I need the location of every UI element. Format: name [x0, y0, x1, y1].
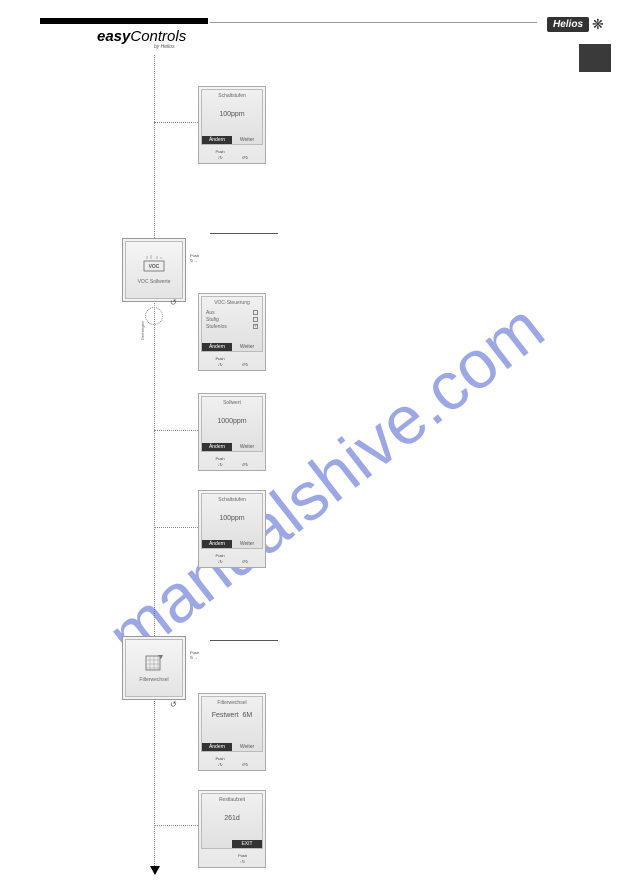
foot-andern: Ändern	[202, 343, 232, 351]
screen-voc-steuerung: VOC-Steuerung Aus Stufig Stufenlos Änder…	[198, 293, 266, 371]
push-icon: Push↻→	[190, 650, 199, 660]
push-knob-icon: Push↓↻	[216, 756, 225, 767]
svg-text:manualshive.com: manualshive.com	[94, 289, 558, 675]
screen-title: Schaltstufen	[202, 494, 262, 503]
connector	[154, 527, 198, 528]
screen-filterwechsel: Filterwechsel Festwert 6M Ändern Weiter …	[198, 693, 266, 771]
dial-loop	[145, 307, 163, 325]
gear-icon: ❋	[592, 16, 604, 33]
section-divider	[210, 233, 278, 234]
connector	[154, 430, 198, 431]
blank	[217, 853, 218, 864]
push-knob-icon: Push↓↻	[216, 456, 225, 467]
push-knob-icon: Push↓↻	[216, 356, 225, 367]
turn-knob-icon: ↺↻	[242, 149, 249, 160]
screen-sollwert: Sollwert 1000ppm Ändern Weiter Push↓↻ ↺↻	[198, 393, 266, 471]
screen-value: Festwert 6M	[202, 706, 262, 719]
turn-knob-icon: ↺↻	[242, 456, 249, 467]
screen-title: Restlaufzeit	[202, 794, 262, 803]
push-knob-icon: Push↓↻	[216, 149, 225, 160]
menu-filter-caption: Filterwechsel	[139, 677, 168, 683]
foot-weiter: Weiter	[232, 136, 262, 144]
screen-options: Aus Stufig Stufenlos	[202, 306, 262, 331]
connector	[154, 825, 198, 826]
menu-filter: Filterwechsel	[122, 636, 186, 700]
screen-value: 100ppm	[202, 503, 262, 522]
section-divider	[210, 640, 278, 641]
push-knob-icon: Push↓↻	[238, 853, 247, 864]
screen-schaltstufen-2: Schaltstufen 100ppm Ändern Weiter Push↓↻…	[198, 490, 266, 568]
screen-restlaufzeit: Restlaufzeit 261d EXIT Push↓↻	[198, 790, 266, 868]
push-icon: Push↻→	[190, 253, 199, 263]
flow-spine	[154, 55, 155, 870]
menu-voc-caption: VOC Sollwerte	[138, 279, 171, 285]
screen-title: VOC-Steuerung	[202, 297, 262, 306]
helios-logo: Helios ❋	[547, 15, 611, 33]
voc-icon: VOC	[143, 255, 165, 275]
turn-icon: ↺	[170, 700, 177, 709]
logo-text: Helios	[547, 17, 589, 32]
foot-andern: Ändern	[202, 443, 232, 451]
foot-weiter: Weiter	[232, 343, 262, 351]
screen-title: Sollwert	[202, 397, 262, 406]
header-rule	[210, 22, 537, 23]
brand: easyControls	[97, 28, 186, 45]
foot-andern: Ändern	[202, 136, 232, 144]
screen-schaltstufen-1: Schaltstufen 100ppm Ändern Weiter Push↓↻…	[198, 86, 266, 164]
brand-part1: easy	[97, 28, 130, 45]
header-bar	[40, 18, 208, 24]
page-tab	[579, 44, 611, 72]
turn-knob-icon: ↺↻	[242, 756, 249, 767]
foot-weiter: Weiter	[232, 743, 262, 751]
screen-title: Schaltstufen	[202, 90, 262, 99]
screen-value: 100ppm	[202, 99, 262, 118]
foot-andern: Ändern	[202, 540, 232, 548]
menu-voc: VOC VOC Sollwerte	[122, 238, 186, 302]
foot-weiter: Weiter	[232, 540, 262, 548]
svg-text:VOC: VOC	[149, 264, 160, 270]
screen-title: Filterwechsel	[202, 697, 262, 706]
filter-icon	[143, 653, 165, 673]
connector	[154, 122, 198, 123]
brand-subtitle: by Helios	[154, 44, 175, 50]
push-knob-icon: Push↓↻	[216, 553, 225, 564]
flow-arrowhead	[150, 866, 160, 875]
foot-blank	[202, 840, 232, 848]
turn-knob-icon: ↺↻	[242, 356, 249, 367]
foot-weiter: Weiter	[232, 443, 262, 451]
screen-value: 261d	[202, 803, 262, 822]
brand-part2: Controls	[130, 28, 186, 45]
turn-icon: ↺	[170, 298, 177, 307]
foot-andern: Ändern	[202, 743, 232, 751]
foot-exit: EXIT	[232, 840, 262, 848]
turn-knob-icon: ↺↻	[242, 553, 249, 564]
dial-loop-label: Drehregler	[140, 321, 145, 340]
screen-value: 1000ppm	[202, 406, 262, 425]
